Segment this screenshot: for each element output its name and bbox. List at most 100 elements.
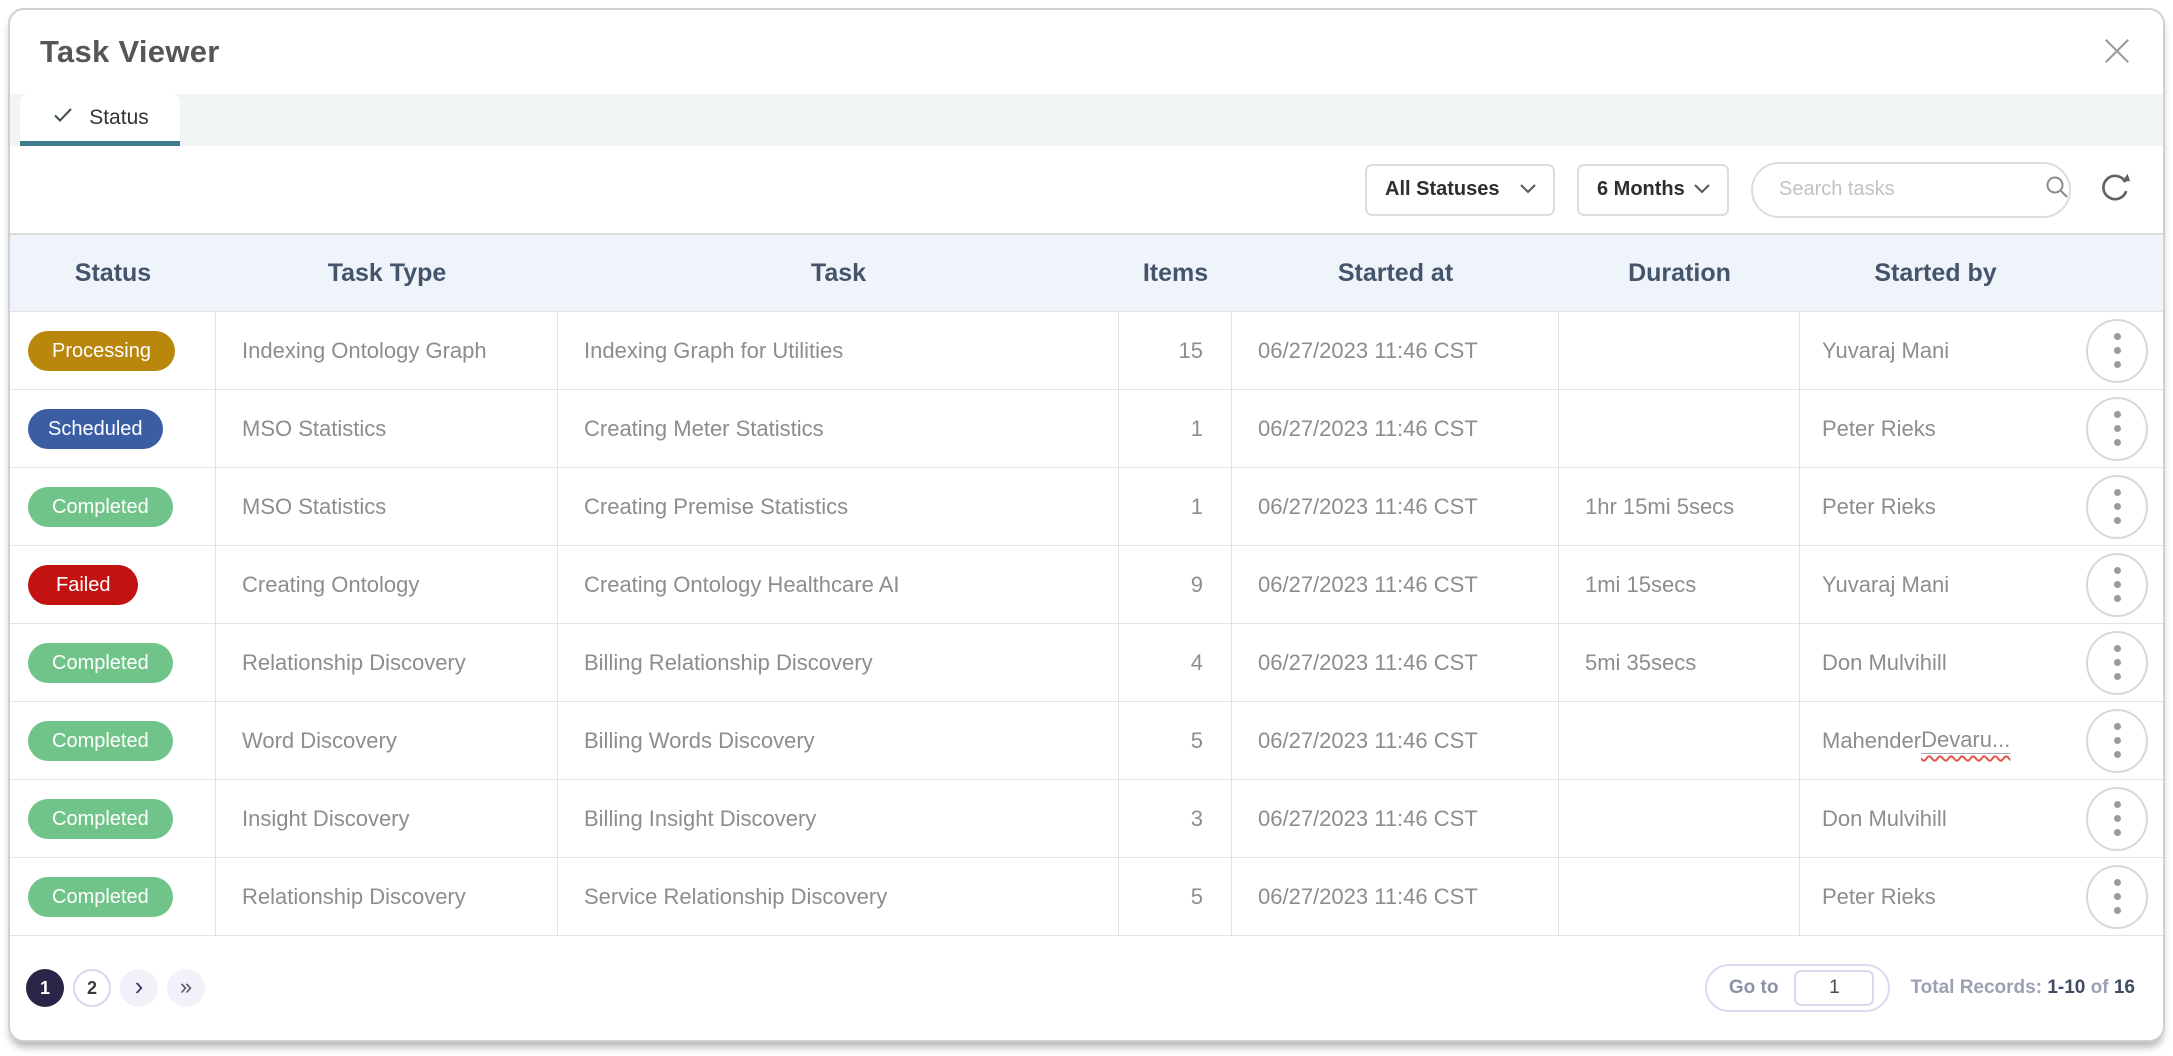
items-cell: 9 (1119, 546, 1232, 623)
items-cell: 5 (1119, 702, 1232, 779)
task-type-cell: Relationship Discovery (216, 624, 558, 701)
table-row: Processing Indexing Ontology Graph Index… (10, 312, 2163, 390)
items-cell: 3 (1119, 780, 1232, 857)
pager: 1 2 › » (26, 969, 205, 1007)
items-cell: 5 (1119, 858, 1232, 935)
check-icon (51, 103, 75, 133)
goto-page-input[interactable] (1794, 970, 1875, 1006)
status-badge: Completed (28, 720, 173, 761)
column-header-started-at: Started at (1337, 258, 1454, 287)
status-badge: Processing (28, 330, 175, 371)
task-cell: Service Relationship Discovery (558, 858, 1119, 935)
task-cell: Billing Insight Discovery (558, 780, 1119, 857)
started-by-cell: Don Mulvihill (1822, 805, 1947, 831)
filter-bar: All Statuses 6 Months (10, 146, 2163, 235)
goto-label: Go to (1728, 977, 1779, 998)
started-by-cell: Yuvaraj Mani (1822, 571, 1950, 597)
status-badge: Completed (28, 486, 173, 527)
kebab-icon (2113, 879, 2121, 914)
column-header-task-type: Task Type (327, 258, 447, 287)
items-cell: 4 (1119, 624, 1232, 701)
next-page-button[interactable]: › (120, 969, 158, 1007)
kebab-icon (2113, 645, 2121, 680)
started-at-cell: 06/27/2023 11:46 CST (1232, 312, 1559, 389)
started-at-cell: 06/27/2023 11:46 CST (1232, 546, 1559, 623)
started-by-cell: Yuvaraj Mani (1822, 337, 1950, 363)
column-header-task: Task (810, 258, 867, 287)
task-type-cell: Word Discovery (216, 702, 558, 779)
status-badge: Completed (28, 876, 173, 917)
period-filter-value: 6 Months (1597, 178, 1685, 200)
chevron-right-icon: › (134, 970, 144, 1001)
tab-status[interactable]: Status (20, 94, 180, 146)
last-page-button[interactable]: » (167, 969, 205, 1007)
table-row: Completed Relationship Discovery Billing… (10, 624, 2163, 702)
started-by-cell: Mahender Devaru... (1800, 702, 2071, 779)
kebab-icon (2113, 723, 2121, 758)
footer-right: Go to Total Records: 1-10 of 16 (1704, 964, 2135, 1012)
task-cell: Creating Premise Statistics (558, 468, 1119, 545)
kebab-icon (2113, 489, 2121, 524)
started-by-cell: Peter Rieks (1822, 493, 1936, 519)
goto-page-control: Go to (1704, 964, 1891, 1012)
duration-cell (1559, 390, 1800, 467)
close-icon (2099, 33, 2135, 72)
kebab-icon (2113, 411, 2121, 446)
duration-cell (1559, 702, 1800, 779)
task-cell: Billing Relationship Discovery (558, 624, 1119, 701)
row-actions-button[interactable] (2086, 864, 2148, 929)
started-by-cell: Peter Rieks (1822, 415, 1936, 441)
page-2-button[interactable]: 2 (73, 969, 111, 1007)
status-badge: Failed (28, 564, 139, 605)
task-type-cell: Indexing Ontology Graph (216, 312, 558, 389)
table-body: Processing Indexing Ontology Graph Index… (10, 312, 2163, 936)
period-filter-dropdown[interactable]: 6 Months (1577, 163, 1729, 216)
started-at-cell: 06/27/2023 11:46 CST (1232, 390, 1559, 467)
of-word: of (2090, 977, 2109, 998)
row-actions-button[interactable] (2086, 396, 2148, 461)
table-row: Completed MSO Statistics Creating Premis… (10, 468, 2163, 546)
total-records-text: Total Records: 1-10 of 16 (1910, 977, 2135, 999)
page-title: Task Viewer (40, 34, 220, 69)
page-1-button[interactable]: 1 (26, 969, 64, 1007)
started-by-truncated-text: Devaru... (1921, 727, 2011, 754)
column-header-items: Items (1142, 258, 1209, 287)
kebab-icon (2113, 567, 2121, 602)
row-actions-button[interactable] (2086, 552, 2148, 617)
duration-cell: 1hr 15mi 5secs (1559, 468, 1800, 545)
task-cell: Creating Meter Statistics (558, 390, 1119, 467)
row-actions-button[interactable] (2086, 318, 2148, 383)
tab-strip: Status (10, 94, 2163, 146)
row-actions-button[interactable] (2086, 474, 2148, 539)
search-input[interactable] (1779, 178, 2044, 201)
search-box (1751, 161, 2071, 218)
items-cell: 15 (1119, 312, 1232, 389)
table-header: Status Task Type Task Items Started at D… (10, 235, 2163, 312)
started-by-cell: Don Mulvihill (1822, 649, 1947, 675)
close-button[interactable] (2095, 30, 2139, 74)
double-chevron-right-icon: » (179, 974, 193, 999)
status-filter-dropdown[interactable]: All Statuses (1365, 163, 1555, 216)
items-cell: 1 (1119, 390, 1232, 467)
task-type-cell: MSO Statistics (216, 390, 558, 467)
duration-cell: 5mi 35secs (1559, 624, 1800, 701)
column-header-status: Status (74, 258, 152, 287)
row-actions-button[interactable] (2086, 786, 2148, 851)
row-actions-button[interactable] (2086, 708, 2148, 773)
chevron-down-icon (1693, 178, 1711, 201)
refresh-icon (2098, 171, 2132, 208)
task-type-cell: Insight Discovery (216, 780, 558, 857)
started-by-cell: Peter Rieks (1822, 883, 1936, 909)
started-at-cell: 06/27/2023 11:46 CST (1232, 468, 1559, 545)
kebab-icon (2113, 801, 2121, 836)
refresh-button[interactable] (2093, 168, 2137, 212)
column-header-duration: Duration (1628, 258, 1731, 287)
task-cell: Indexing Graph for Utilities (558, 312, 1119, 389)
status-badge: Completed (28, 798, 173, 839)
status-filter-value: All Statuses (1385, 178, 1500, 200)
row-actions-button[interactable] (2086, 630, 2148, 695)
table-row: Scheduled MSO Statistics Creating Meter … (10, 390, 2163, 468)
duration-cell: 1mi 15secs (1559, 546, 1800, 623)
task-type-cell: Relationship Discovery (216, 858, 558, 935)
